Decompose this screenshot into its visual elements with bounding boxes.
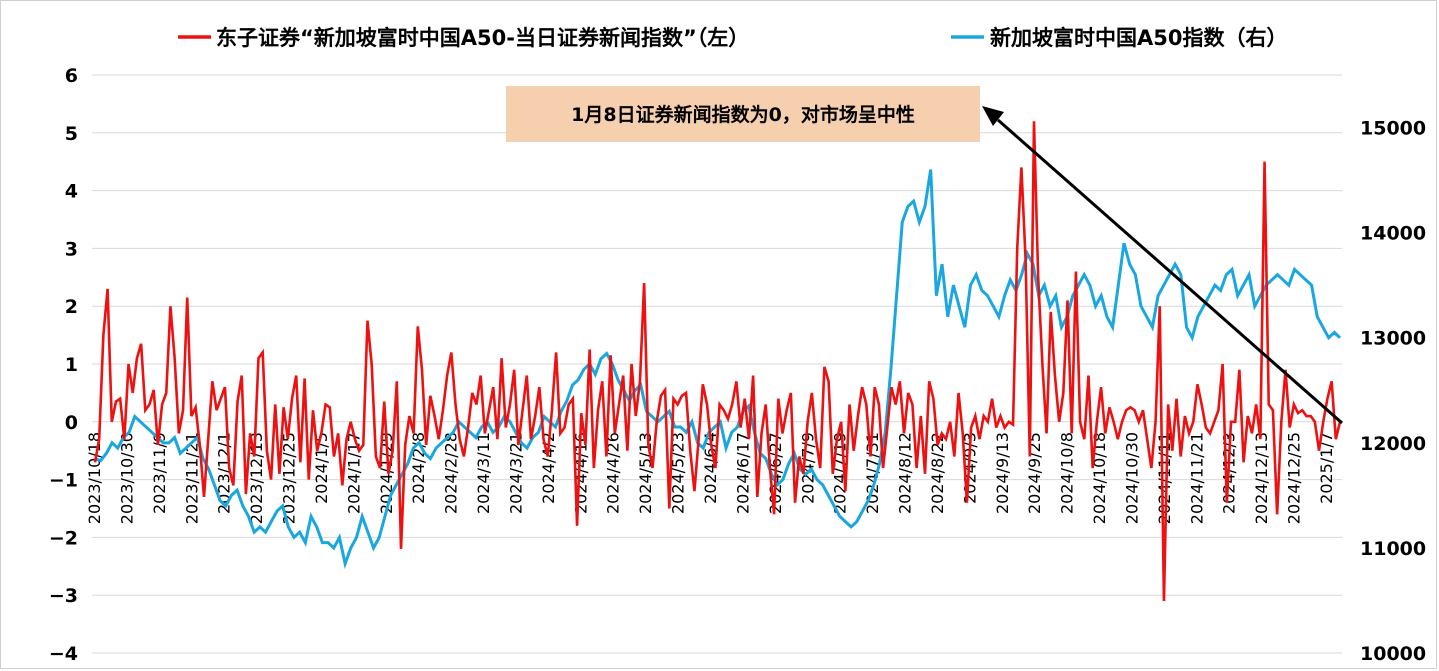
x-tick-label: 2024/7/9 <box>798 432 817 504</box>
left-tick-label: −2 <box>49 527 78 549</box>
annotation-arrow <box>997 118 1343 425</box>
x-tick-label: 2024/11/11 <box>1155 432 1174 524</box>
left-axis: −4 −3 −2 −1 0 1 2 3 4 5 6 <box>49 65 78 665</box>
x-tick-label: 2024/5/13 <box>636 432 655 514</box>
right-tick-label: 14000 <box>1360 223 1426 245</box>
left-tick-label: 2 <box>65 296 78 318</box>
series-line-news-index <box>93 121 1342 602</box>
left-tick-label: 6 <box>65 65 78 87</box>
left-tick-label: −3 <box>49 585 78 607</box>
legend: 东子证券“新加坡富时中国A50-当日证券新闻指数”（左） 新加坡富时中国A50指… <box>178 26 1287 50</box>
x-tick-label: 2024/8/12 <box>896 432 915 514</box>
x-tick-label: 2024/4/2 <box>539 432 558 504</box>
right-tick-label: 12000 <box>1360 433 1426 455</box>
right-axis: 10000 11000 12000 13000 14000 15000 <box>1360 118 1426 665</box>
x-tick-label: 2024/3/21 <box>506 432 525 514</box>
x-tick-label: 2024/5/23 <box>669 432 688 514</box>
x-tick-label: 2024/10/8 <box>1058 432 1077 514</box>
x-tick-label: 2024/3/11 <box>474 432 493 514</box>
x-axis: 2023/10/18 2023/10/30 2023/11/9 2023/11/21 2… <box>85 432 1336 524</box>
x-tick-label: 2023/10/18 <box>85 432 104 524</box>
legend-label-a50-index: 新加坡富时中国A50指数（右） <box>990 26 1287 50</box>
x-tick-label: 2024/9/13 <box>993 432 1012 514</box>
x-tick-label: 2024/2/28 <box>442 432 461 514</box>
x-tick-label: 2024/6/17 <box>733 432 752 514</box>
left-tick-label: −1 <box>49 470 78 492</box>
annotation-box <box>506 86 980 142</box>
left-tick-label: 3 <box>65 238 78 260</box>
annotation-text: 1月8日证券新闻指数为0，对市场呈中性 <box>571 103 915 126</box>
x-tick-label: 2024/12/13 <box>1252 432 1271 524</box>
left-tick-label: 1 <box>65 354 78 376</box>
right-tick-label: 11000 <box>1360 538 1426 560</box>
right-tick-label: 13000 <box>1360 328 1426 350</box>
x-tick-label: 2023/12/25 <box>280 432 299 524</box>
x-tick-label: 2024/8/22 <box>928 432 947 514</box>
x-tick-label: 2025/1/7 <box>1317 432 1336 504</box>
annotation: 1月8日证券新闻指数为0，对市场呈中性 <box>506 86 1343 425</box>
x-tick-label: 2023/11/21 <box>182 432 201 524</box>
x-tick-label: 2023/12/13 <box>247 432 266 524</box>
left-tick-label: −4 <box>49 643 78 665</box>
gridlines <box>92 74 1342 654</box>
x-tick-label: 2024/12/25 <box>1285 432 1304 524</box>
x-tick-label: 2023/10/30 <box>117 432 136 524</box>
x-tick-label: 2024/4/26 <box>604 432 623 514</box>
legend-label-news-index: 东子证券“新加坡富时中国A50-当日证券新闻指数”（左） <box>216 26 749 50</box>
left-tick-label: 0 <box>65 412 78 434</box>
x-tick-label: 2024/9/25 <box>1025 432 1044 514</box>
x-tick-label: 2024/6/4 <box>701 432 720 504</box>
left-tick-label: 4 <box>65 181 78 203</box>
x-tick-label: 2024/7/31 <box>863 432 882 514</box>
x-tick-label: 2024/1/5 <box>312 432 331 504</box>
x-tick-label: 2024/10/30 <box>1122 432 1141 524</box>
right-tick-label: 15000 <box>1360 118 1426 140</box>
right-tick-label: 10000 <box>1360 643 1426 665</box>
x-tick-label: 2024/11/21 <box>1187 432 1206 524</box>
annotation-arrowhead <box>982 106 1004 126</box>
x-tick-label: 2023/11/9 <box>150 432 169 514</box>
left-tick-label: 5 <box>65 123 78 145</box>
